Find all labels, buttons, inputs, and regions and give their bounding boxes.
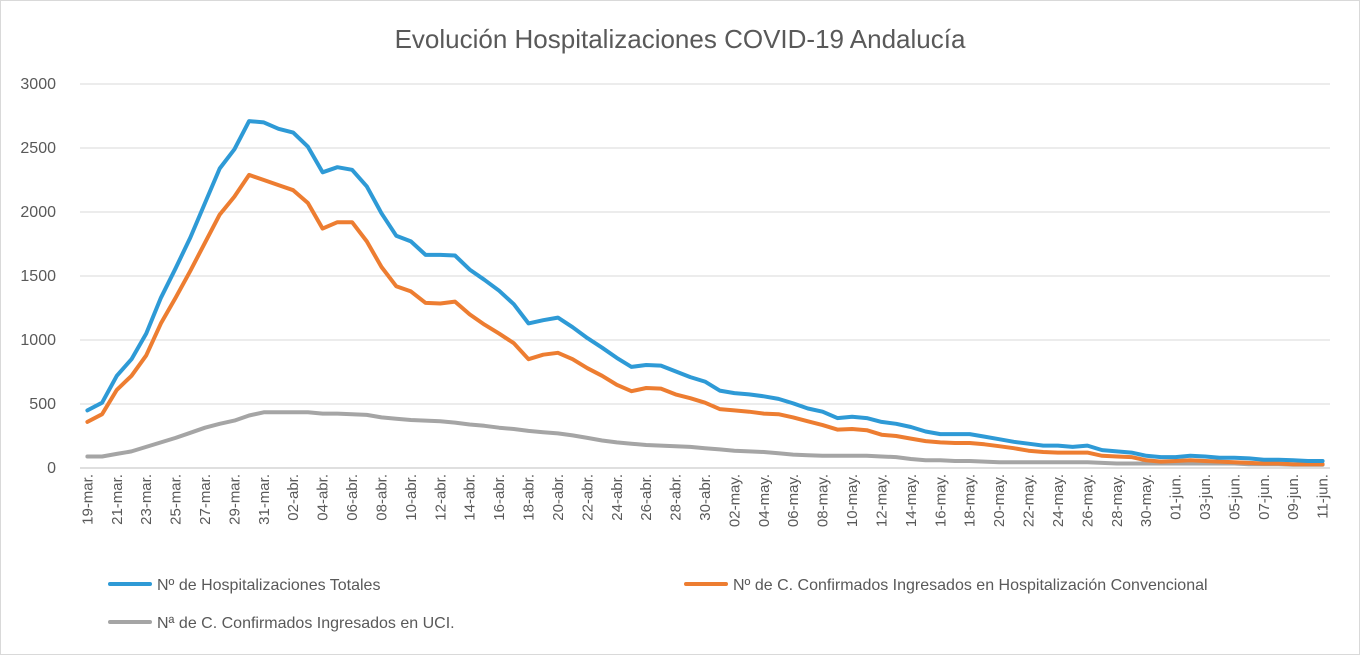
legend-label: Nº de C. Confirmados Ingresados en Hospi… [733, 577, 1208, 594]
x-tick-label: 20-may. [991, 474, 1008, 527]
x-tick-label: 29-mar. [226, 474, 243, 525]
x-tick-label: 16-may. [932, 474, 949, 527]
legend-item-1: Nº de Hospitalizaciones Totales [108, 577, 380, 594]
x-tick-label: 03-jun. [1197, 474, 1214, 520]
y-tick-label: 2500 [20, 140, 56, 157]
x-tick-label: 25-mar. [168, 474, 185, 525]
legend-item-2: Nº de C. Confirmados Ingresados en Hospi… [684, 577, 1208, 594]
x-axis-tick-labels: 19-mar. 21-mar. 23-mar. 25-mar. 27-mar. 29-ma… [79, 474, 1331, 527]
y-tick-label: 500 [29, 396, 56, 413]
data-series [85, 119, 1325, 467]
x-tick-label: 12-may. [873, 474, 890, 527]
chart-title: Evolución Hospitalizaciones COVID-19 And… [395, 24, 966, 54]
x-tick-label: 12-abr. [432, 474, 449, 521]
x-tick-label: 08-may. [815, 474, 832, 527]
x-tick-label: 30-abr. [697, 474, 714, 521]
legend-label: Nª de C. Confirmados Ingresados en UCI. [157, 615, 455, 632]
x-tick-label: 11-jun. [1315, 474, 1332, 519]
x-tick-label: 22-may. [1021, 474, 1038, 527]
x-tick-label: 18-may. [962, 474, 979, 527]
x-tick-label: 24-abr. [609, 474, 626, 521]
x-tick-label: 26-abr. [638, 474, 655, 521]
x-tick-label: 19-mar. [79, 474, 96, 525]
gridlines [80, 83, 1330, 469]
x-tick-label: 02-may. [726, 474, 743, 527]
series-1-points [87, 121, 1322, 461]
series-line-3 [85, 410, 1325, 467]
x-tick-label: 06-may. [785, 474, 802, 527]
y-tick-label: 3000 [20, 76, 56, 93]
x-tick-label: 04-may. [756, 474, 773, 527]
x-tick-label: 01-jun. [1168, 474, 1185, 520]
legend-item-3: Nª de C. Confirmados Ingresados en UCI. [108, 615, 455, 632]
x-tick-label: 05-jun. [1226, 474, 1243, 520]
y-tick-label: 0 [47, 460, 56, 477]
x-tick-label: 09-jun. [1285, 474, 1302, 520]
x-tick-label: 10-may. [844, 474, 861, 527]
legend: Nº de Hospitalizaciones Totales Nº de C. … [108, 577, 1208, 632]
x-tick-label: 30-may. [1138, 474, 1155, 527]
x-tick-label: 16-abr. [491, 474, 508, 521]
x-tick-label: 20-abr. [550, 474, 567, 521]
y-tick-label: 1000 [20, 332, 56, 349]
x-tick-label: 27-mar. [197, 474, 214, 525]
x-tick-label: 23-mar. [138, 474, 155, 525]
x-tick-label: 04-abr. [315, 474, 332, 521]
y-axis-tick-labels: 0 500 1000 1500 2000 2500 3000 [20, 76, 56, 477]
legend-label: Nº de Hospitalizaciones Totales [157, 577, 380, 594]
x-tick-label: 02-abr. [285, 474, 302, 521]
series-line-1 [85, 119, 1325, 463]
x-tick-label: 08-abr. [373, 474, 390, 521]
x-tick-label: 10-abr. [403, 474, 420, 521]
series-line-2 [85, 172, 1325, 467]
x-tick-label: 24-may. [1050, 474, 1067, 527]
x-tick-label: 18-abr. [521, 474, 538, 521]
x-tick-label: 07-jun. [1256, 474, 1273, 520]
x-tick-label: 22-abr. [579, 474, 596, 521]
series-2-points [87, 175, 1322, 464]
x-tick-label: 31-mar. [256, 474, 273, 525]
x-tick-label: 28-abr. [668, 474, 685, 521]
x-tick-label: 28-may. [1109, 474, 1126, 527]
y-tick-label: 2000 [20, 204, 56, 221]
x-tick-label: 14-may. [903, 474, 920, 527]
x-tick-label: 06-abr. [344, 474, 361, 521]
x-tick-label: 26-may. [1079, 474, 1096, 527]
y-tick-label: 1500 [20, 268, 56, 285]
x-tick-label: 14-abr. [462, 474, 479, 521]
x-tick-label: 21-mar. [109, 474, 126, 525]
